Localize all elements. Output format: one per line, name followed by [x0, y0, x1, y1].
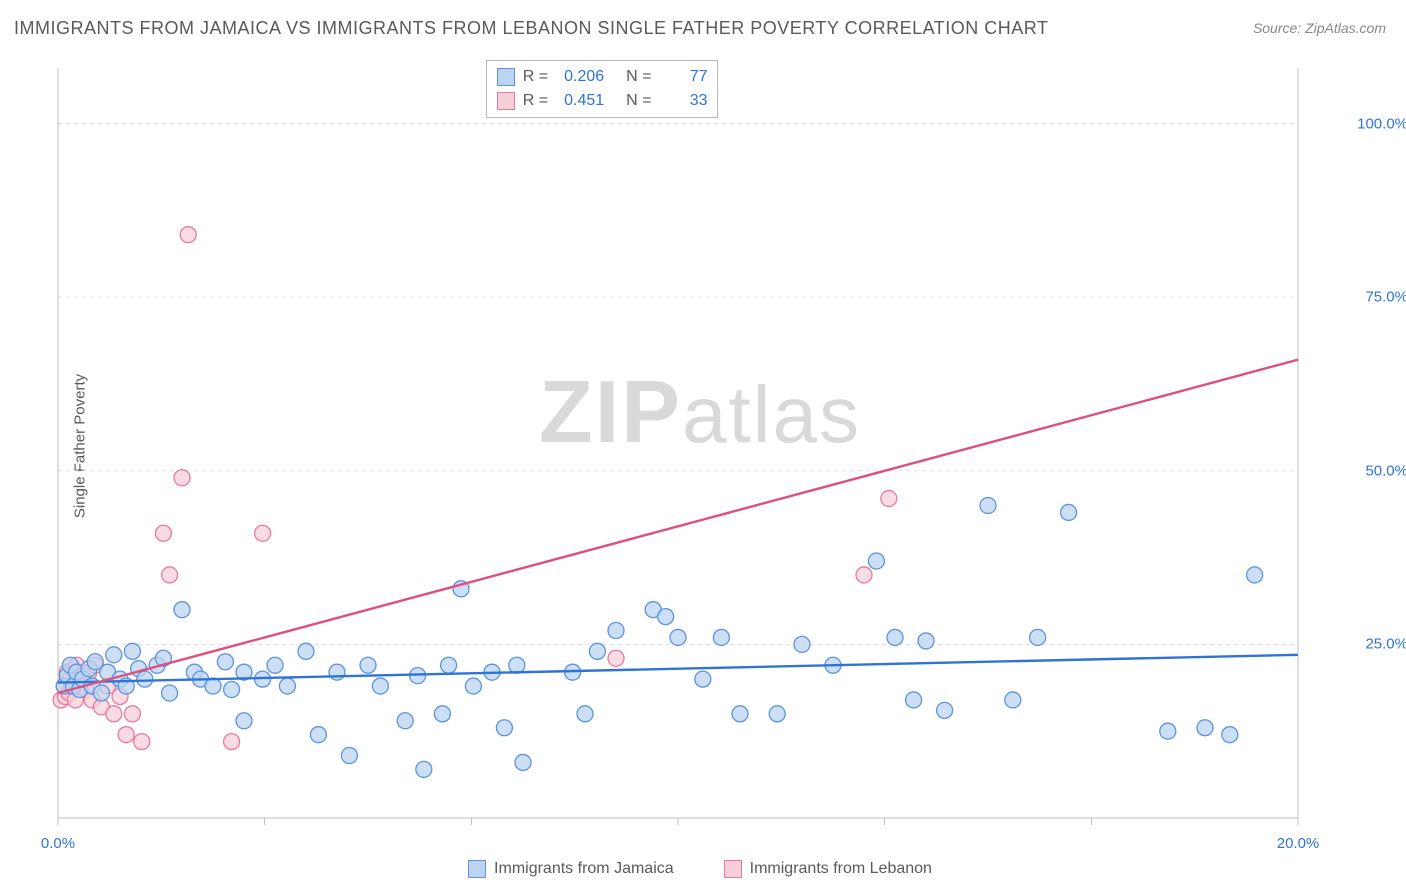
y-tick-label: 75.0%	[1365, 289, 1406, 306]
legend-n-label: N =	[626, 92, 651, 110]
legend-n-value: 77	[659, 68, 707, 86]
y-tick-label: 100.0%	[1357, 115, 1406, 132]
x-tick-label: 20.0%	[1277, 835, 1320, 852]
legend-r-value: 0.206	[556, 68, 604, 86]
series-legend-item: Immigrants from Lebanon	[724, 860, 932, 878]
legend-row: R = 0.206 N = 77	[497, 65, 708, 89]
correlation-legend: R = 0.206 N = 77 R = 0.451 N = 33	[486, 60, 719, 118]
series-legend: Immigrants from Jamaica Immigrants from L…	[50, 860, 1350, 878]
source-attribution: Source: ZipAtlas.com	[1253, 20, 1386, 36]
legend-swatch	[724, 860, 742, 878]
series-legend-label: Immigrants from Lebanon	[750, 860, 932, 878]
legend-row: R = 0.451 N = 33	[497, 89, 708, 113]
source-prefix: Source:	[1253, 20, 1305, 36]
legend-r-label: R =	[523, 92, 548, 110]
y-tick-label: 25.0%	[1365, 636, 1406, 653]
legend-r-value: 0.451	[556, 92, 604, 110]
series-legend-label: Immigrants from Jamaica	[494, 860, 674, 878]
plot-area: ZIPatlas R =0.206N =77R =0.451N =33 25.0…	[50, 58, 1350, 828]
source-name: ZipAtlas.com	[1305, 20, 1386, 36]
legend-swatch	[497, 68, 515, 86]
chart-container: IMMIGRANTS FROM JAMAICA VS IMMIGRANTS FR…	[0, 0, 1406, 892]
scatter-plot-svg	[50, 58, 1350, 828]
legend-swatch	[497, 92, 515, 110]
legend-n-label: N =	[626, 68, 651, 86]
y-tick-label: 50.0%	[1365, 462, 1406, 479]
legend-swatch	[468, 860, 486, 878]
x-tick-label: 0.0%	[41, 835, 75, 852]
legend-n-value: 33	[659, 92, 707, 110]
series-legend-item: Immigrants from Jamaica	[468, 860, 674, 878]
legend-r-label: R =	[523, 68, 548, 86]
chart-title: IMMIGRANTS FROM JAMAICA VS IMMIGRANTS FR…	[14, 18, 1048, 39]
